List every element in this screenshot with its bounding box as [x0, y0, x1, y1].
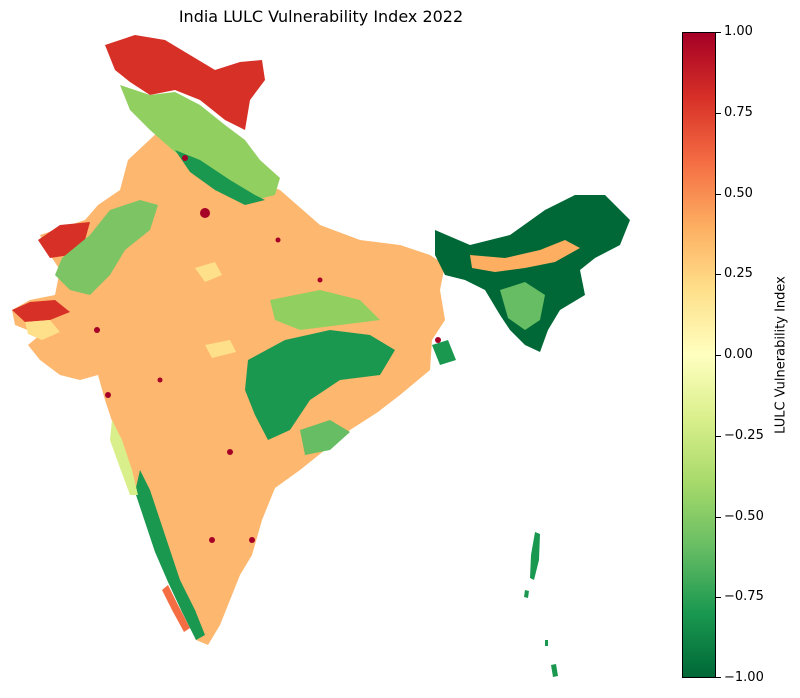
andaman-islands [524, 590, 529, 598]
colorbar-tick [716, 32, 721, 33]
himalaya-high-region [105, 35, 265, 130]
urban-hotspot [157, 377, 163, 383]
northeast-region [435, 195, 630, 352]
arid-green-region [55, 200, 158, 295]
colorbar: 1.00 0.75 0.50 0.25 0.00 −0.25 −0.50 −0.75 −1.00 [682, 25, 764, 685]
konkan-coast-region [110, 420, 138, 495]
urban-hotspot [275, 237, 281, 243]
colorbar-tick-label: −1.00 [724, 670, 764, 685]
central-forest-light-region [270, 290, 380, 330]
colorbar-tick [716, 597, 721, 599]
colorbar-tick-label: −0.50 [724, 508, 764, 524]
nicobar-islands [551, 664, 558, 677]
colorbar-tick [716, 355, 721, 356]
colorbar-tick-label: 0.75 [724, 104, 753, 120]
gujarat-coast-region [12, 300, 70, 322]
colorbar-axis-label: LULC Vulnerability Index [773, 276, 789, 434]
urban-hotspot [94, 327, 100, 333]
colorbar-tick-label: 0.25 [724, 266, 753, 282]
colorbar-tick [716, 274, 721, 276]
himalaya-forest-region [175, 150, 265, 205]
urban-hotspot [435, 337, 441, 343]
colorbar-tick-label: 0.00 [724, 347, 753, 362]
andaman-islands [530, 532, 540, 580]
tripura-region [432, 340, 456, 365]
urban-hotspot [317, 277, 323, 283]
northeast-valley-region [470, 240, 580, 272]
pale-patch-region [205, 340, 236, 358]
urban-hotspot [105, 392, 111, 398]
gujarat-pale-region [25, 320, 60, 340]
colorbar-tick-label: −0.25 [724, 427, 764, 443]
colorbar-tick [716, 677, 721, 678]
colorbar-tick-label: 0.50 [724, 185, 753, 201]
pale-patch-region [195, 262, 222, 282]
kerala-coast-region [162, 585, 190, 632]
urban-hotspot [227, 449, 233, 455]
colorbar-tick-label: 1.00 [724, 24, 753, 39]
colorbar-tick [716, 435, 721, 437]
urban-hotspot [209, 537, 215, 543]
india-map [12, 35, 630, 677]
eastghats-forest-region [300, 420, 350, 455]
mainland-region [12, 130, 445, 645]
colorbar-tick [716, 112, 721, 114]
colorbar-tick-label: −0.75 [724, 589, 764, 605]
colorbar-gradient [682, 32, 716, 678]
nicobar-islands [545, 640, 548, 646]
colorbar-tick [716, 193, 721, 195]
colorbar-tick [716, 516, 721, 518]
central-forest-region [245, 330, 395, 440]
himalaya-mid-region [120, 85, 280, 200]
map-title: India LULC Vulnerability Index 2022 [178, 7, 464, 26]
urban-hotspot [200, 208, 210, 218]
western-ghats-region [135, 470, 205, 640]
urban-hotspot [182, 155, 188, 161]
urban-hotspot [249, 537, 255, 543]
northeast-green-region [500, 282, 545, 330]
desert-region [38, 222, 90, 258]
